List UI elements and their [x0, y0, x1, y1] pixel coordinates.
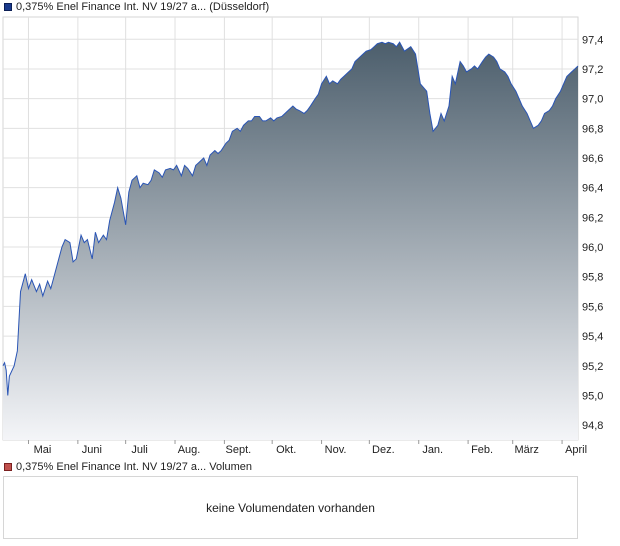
x-tick-label: Sept.: [226, 444, 252, 456]
y-tick-label: 96,0: [582, 242, 603, 254]
x-axis-ticks: Mai Juni Juli Aug. Sept. Okt. Nov. Dez. Jan. Feb.…: [27, 440, 587, 456]
y-tick-label: 96,2: [582, 212, 603, 224]
price-legend-label: 0,375% Enel Finance Int. NV 19/27 a... (…: [16, 1, 270, 13]
volume-legend-swatch: [4, 463, 12, 471]
volume-panel: keine Volumendaten vorhanden: [3, 476, 578, 539]
y-tick-label: 96,8: [582, 123, 603, 135]
no-volume-message: keine Volumendaten vorhanden: [206, 500, 375, 515]
y-tick-label: 97,0: [582, 94, 603, 106]
x-tick-label: April: [565, 444, 587, 456]
price-legend-swatch: [4, 3, 12, 11]
x-tick-label: Jan.: [422, 444, 443, 456]
y-tick-label: 97,2: [582, 64, 603, 76]
y-tick-label: 94,8: [582, 420, 603, 432]
x-tick-label: Feb.: [471, 444, 493, 456]
y-tick-label: 95,2: [582, 361, 603, 373]
price-line: [2, 41, 579, 396]
price-area: [3, 42, 578, 440]
y-tick-label: 96,4: [582, 183, 603, 195]
x-tick-label: Nov.: [325, 444, 347, 456]
y-tick-label: 96,6: [582, 153, 603, 165]
x-tick-label: März: [514, 444, 538, 456]
x-tick-label: Okt.: [276, 444, 296, 456]
price-legend: 0,375% Enel Finance Int. NV 19/27 a... (…: [4, 0, 269, 14]
price-chart: 94,8 95,0 95,2 95,4 95,6 95,8 96,0 96,2 96,4 96,6…: [2, 16, 603, 456]
x-tick-label: Aug.: [178, 444, 201, 456]
x-tick-label: Dez.: [372, 444, 395, 456]
x-tick-label: Mai: [34, 444, 52, 456]
y-tick-label: 95,6: [582, 301, 603, 313]
volume-legend: 0,375% Enel Finance Int. NV 19/27 a... V…: [4, 460, 252, 474]
volume-legend-label: 0,375% Enel Finance Int. NV 19/27 a... V…: [16, 461, 253, 473]
y-tick-label: 95,4: [582, 331, 603, 343]
x-tick-label: Juli: [131, 444, 148, 456]
y-tick-label: 97,4: [582, 34, 603, 46]
y-tick-label: 95,8: [582, 272, 603, 284]
x-tick-label: Juni: [82, 444, 102, 456]
y-tick-label: 95,0: [582, 390, 603, 402]
y-axis-ticks: 94,8 95,0 95,2 95,4 95,6 95,8 96,0 96,2 96,4 96,6…: [582, 34, 603, 432]
